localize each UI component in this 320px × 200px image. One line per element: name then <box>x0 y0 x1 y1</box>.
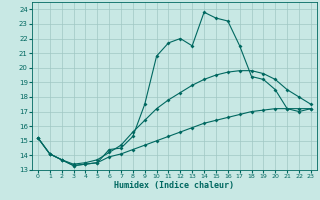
X-axis label: Humidex (Indice chaleur): Humidex (Indice chaleur) <box>115 181 234 190</box>
